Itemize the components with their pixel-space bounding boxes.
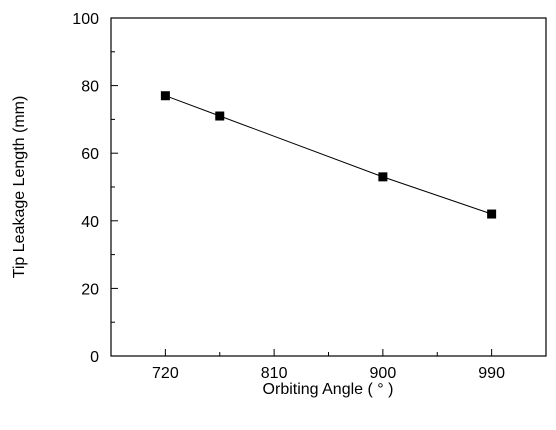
y-tick-label: 0 xyxy=(90,349,99,366)
y-tick-label: 40 xyxy=(81,214,99,231)
y-tick-label: 80 xyxy=(81,79,99,96)
x-axis-ticks: 720 810 900 990 xyxy=(152,349,505,382)
series-line xyxy=(165,95,492,215)
data-point-marker xyxy=(160,91,170,101)
x-tick-label: 900 xyxy=(370,365,397,382)
x-tick-label: 990 xyxy=(478,365,505,382)
y-axis-title: Tip Leakage Length (mm) xyxy=(11,96,28,279)
y-tick-label: 60 xyxy=(81,146,99,163)
y-tick-label: 100 xyxy=(72,11,99,28)
y-axis-ticks: 0 20 40 60 80 100 xyxy=(72,11,118,366)
x-axis-title: Orbiting Angle ( ° ) xyxy=(263,381,394,398)
data-point-marker xyxy=(215,111,225,121)
y-tick-label: 20 xyxy=(81,281,99,298)
plot-frame xyxy=(110,17,547,357)
series-layer xyxy=(160,91,497,219)
data-point-marker xyxy=(378,172,388,182)
x-tick-label: 810 xyxy=(261,365,288,382)
x-tick-label: 720 xyxy=(152,365,179,382)
data-point-marker xyxy=(487,209,497,219)
